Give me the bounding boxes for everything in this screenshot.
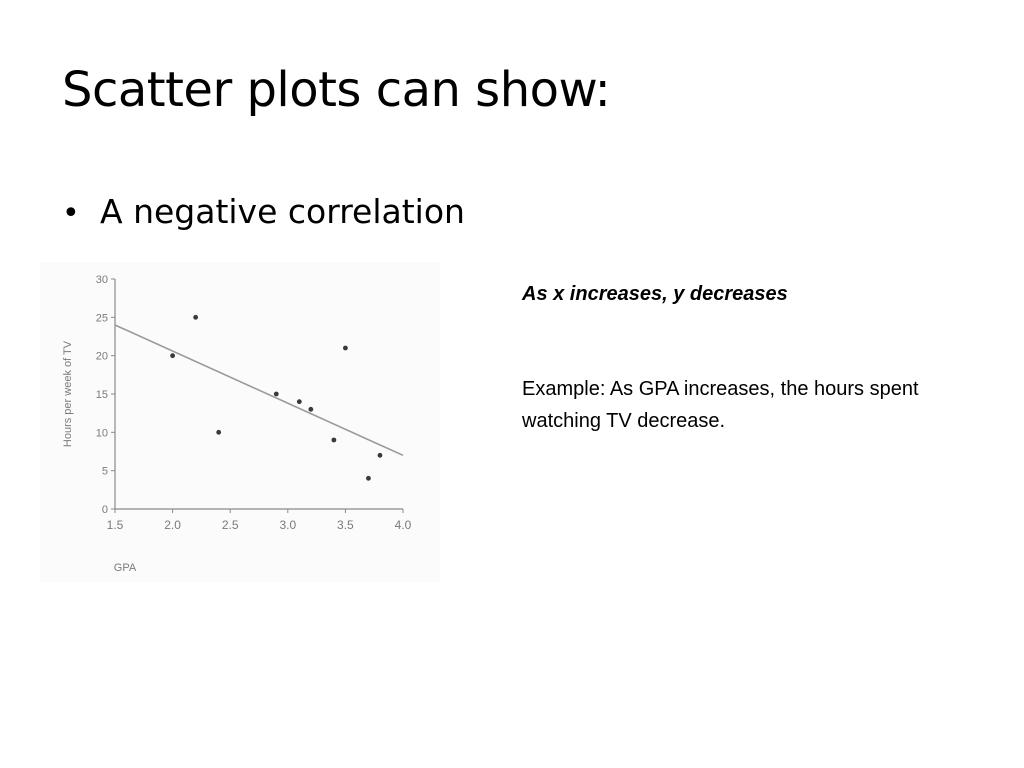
data-point xyxy=(366,475,371,481)
y-axis-label: Hours per week of TV xyxy=(62,340,74,447)
x-tick-label: 2.0 xyxy=(164,518,181,532)
y-tick-label: 0 xyxy=(102,504,108,516)
data-point xyxy=(343,345,348,351)
y-tick-label: 30 xyxy=(96,274,108,286)
y-tick-label: 10 xyxy=(96,427,108,439)
scatter-chart: 0 5 10 15 20 25 30 1.5 2.0 2.5 3.0 3.5 4.0 GPA Hours p… xyxy=(40,262,440,582)
x-tick-label: 1.5 xyxy=(107,518,124,532)
bullet-text: A negative correlation xyxy=(100,192,465,231)
bullet-list: • A negative correlation xyxy=(62,192,465,231)
data-point xyxy=(170,353,176,359)
y-tick-label: 5 xyxy=(102,466,108,478)
note-heading: As x increases, y decreases xyxy=(522,283,788,305)
y-tick-label: 25 xyxy=(96,312,108,324)
x-tick-label: 4.0 xyxy=(395,518,412,532)
data-point xyxy=(273,391,279,397)
y-tick-label: 15 xyxy=(96,389,108,401)
slide-title: Scatter plots can show: xyxy=(62,62,611,118)
note-text: Example: As GPA increases, the hours spe… xyxy=(522,378,919,432)
data-point xyxy=(216,429,222,435)
chart-background xyxy=(40,262,440,582)
x-tick-label: 3.0 xyxy=(279,518,296,532)
x-tick-label: 3.5 xyxy=(337,518,354,532)
trend-line xyxy=(114,324,404,457)
data-point xyxy=(193,314,199,320)
x-tick-label: 2.5 xyxy=(222,518,239,532)
bullet-item: • A negative correlation xyxy=(62,192,465,231)
y-tick-label: 20 xyxy=(96,351,108,363)
data-point xyxy=(296,399,302,405)
data-point xyxy=(308,406,314,412)
bullet-dot-icon: • xyxy=(62,196,80,231)
x-axis-label: GPA xyxy=(114,562,137,574)
data-point xyxy=(331,437,337,443)
data-point xyxy=(377,452,383,458)
chart-canvas: 0 5 10 15 20 25 30 1.5 2.0 2.5 3.0 3.5 4.0 GPA Hours p… xyxy=(40,262,440,582)
